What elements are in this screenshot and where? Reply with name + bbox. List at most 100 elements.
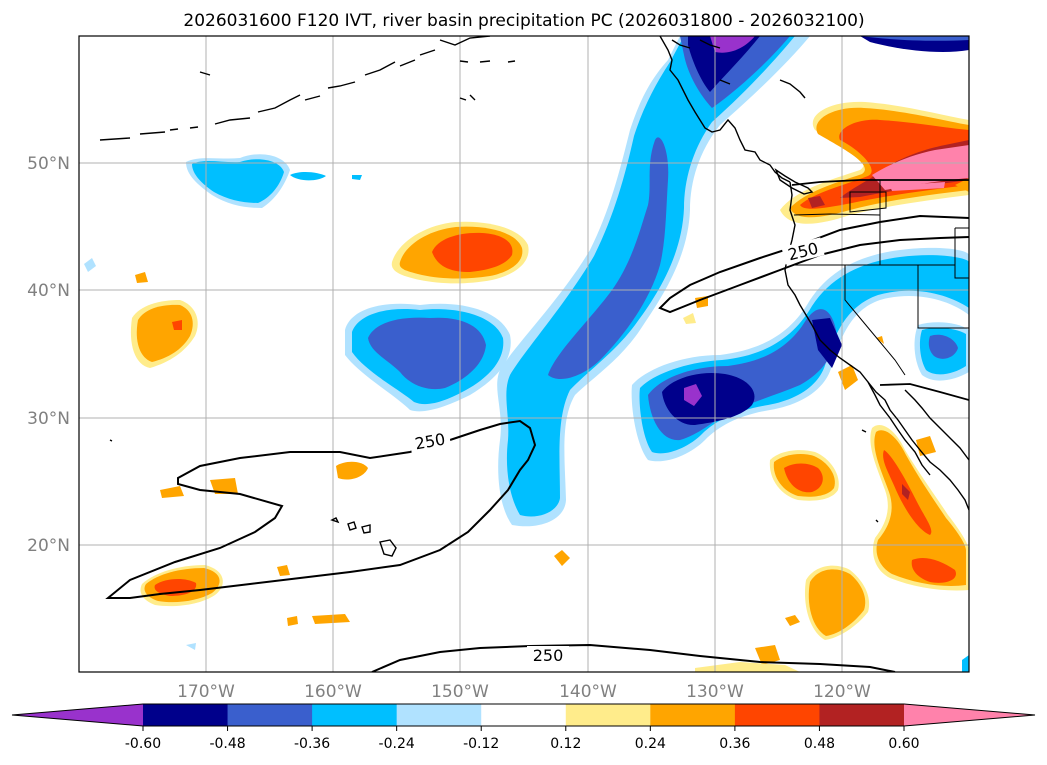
small-blue-3 <box>84 258 96 272</box>
lat-label-20n: 20°N <box>27 536 70 556</box>
east-blue-blob-navy <box>662 372 755 426</box>
colorbar-tick-label: 0.24 <box>635 736 666 752</box>
border-wa-or <box>793 213 881 216</box>
lat-label-30n: 30°N <box>27 409 70 429</box>
west-blue-blob-royal <box>368 317 486 390</box>
patch-5 <box>287 616 298 626</box>
lon-label-120w: 120°W <box>813 682 871 702</box>
colorbar-segment <box>734 704 820 726</box>
colorbar-segment <box>565 704 651 726</box>
colorbar-tick-label: 0.36 <box>719 736 750 752</box>
east-nevada-blue-royal <box>928 334 958 359</box>
lat-label-40n: 40°N <box>27 281 70 301</box>
blue-band-royal <box>548 137 669 380</box>
hawaiian-islands <box>330 517 397 557</box>
colorbar-tick-label: 0.12 <box>550 736 581 752</box>
border-idaho-box <box>849 191 887 213</box>
small-blue-2 <box>352 175 362 180</box>
patch-2 <box>210 478 238 494</box>
lon-label-160w: 160°W <box>304 682 362 702</box>
gridlines <box>79 36 969 672</box>
bottom-warm-yellow <box>695 662 800 672</box>
patch-8 <box>838 365 858 390</box>
colorbar-segment <box>227 704 313 726</box>
colorbar-tick-label: -0.36 <box>294 736 330 752</box>
colorbar-extend-max <box>904 704 1035 726</box>
aleutian-islands <box>99 49 436 141</box>
colorbar-tick-label: -0.48 <box>209 736 245 752</box>
south-warm-orange <box>808 569 866 636</box>
lon-label-140w: 140°W <box>559 682 617 702</box>
patch-6 <box>277 565 290 576</box>
vancouver-island <box>774 168 814 195</box>
ivt-contour-main <box>105 419 537 599</box>
ne-warm-sliver <box>955 178 969 192</box>
offshore-islands <box>109 429 879 523</box>
patch-10 <box>876 336 884 344</box>
colorbar: -0.60 -0.48 -0.36 -0.24 -0.12 0.12 0.24 0.36 0.4… <box>11 703 1036 752</box>
colorbar-segment <box>143 704 229 726</box>
colorbar-tick-label: -0.12 <box>463 736 499 752</box>
figure-title: 2026031600 F120 IVT, river basin precipi… <box>183 11 864 31</box>
state-borders <box>792 180 969 376</box>
colorbar-segment <box>481 704 567 726</box>
blue-band-top-purple <box>710 36 755 53</box>
colorbar-tick-label: 0.48 <box>804 736 835 752</box>
contour-label-bg-2 <box>781 237 825 265</box>
alaska-coast <box>439 36 791 183</box>
colorbar-extend-min <box>12 704 143 726</box>
baja-peninsula <box>867 381 969 476</box>
border-east-box <box>954 227 969 279</box>
lon-labels: 170°W 160°W 150°W 140°W 130°W 120°W <box>177 682 871 702</box>
small-blue-1 <box>290 172 326 181</box>
us-mexico-border <box>879 383 969 401</box>
blue-band-top-navy <box>688 36 760 92</box>
patch-4 <box>312 614 350 624</box>
contour-label-bg-3 <box>527 646 569 664</box>
lon-label-130w: 130°W <box>686 682 744 702</box>
colorbar-tick-label: -0.60 <box>125 736 161 752</box>
ivt-contour-northeast <box>658 214 969 314</box>
colorbar-segment <box>650 704 736 726</box>
lon-label-170w: 170°W <box>177 682 235 702</box>
patch-3 <box>336 461 368 480</box>
baja-warm-red-2 <box>911 558 956 583</box>
lon-label-150w: 150°W <box>431 682 489 702</box>
small-warm-1 <box>135 272 148 283</box>
bottom-right-blue <box>962 655 969 672</box>
warm-blob-north-red <box>432 232 513 272</box>
colorbar-tick-label: -0.24 <box>379 736 415 752</box>
small-warm-5 <box>755 645 780 665</box>
small-warm-4 <box>785 615 800 626</box>
top-right-royal <box>850 36 969 41</box>
contour-label-3: 250 <box>533 646 564 665</box>
ne-warm-pink-2 <box>890 182 945 191</box>
colorbar-segment <box>819 704 905 726</box>
colorbar-segment <box>312 704 398 726</box>
lat-label-50n: 50°N <box>27 154 70 174</box>
patch-7 <box>554 550 570 566</box>
ne-warm-pink <box>872 145 969 190</box>
colorbar-tick-label: 0.60 <box>888 736 919 752</box>
sw-blue-blob <box>186 643 196 650</box>
ivt-contour-south <box>371 643 896 672</box>
small-warm-2 <box>683 313 696 324</box>
baja-warm-firebrick <box>902 484 910 500</box>
map-frame <box>78 35 970 673</box>
colorbar-segment <box>396 704 482 726</box>
map-panel: 250 250 250 <box>79 36 969 672</box>
border-ca-nv <box>844 265 906 376</box>
lat-labels: 50°N 40°N 30°N 20°N <box>27 154 70 556</box>
warm-blob-west-red <box>172 320 182 330</box>
nw-blue-blob-sky <box>192 159 284 203</box>
east-blue-blob-purple <box>684 384 702 406</box>
patch-1 <box>160 486 184 498</box>
precip-shading <box>84 36 969 672</box>
warm-blob-west-orange <box>136 304 193 362</box>
contour-label-bg-1 <box>408 428 452 454</box>
california-navy <box>812 318 842 368</box>
north-islands <box>459 60 806 101</box>
mid-warm-red <box>784 463 823 493</box>
border-nv-ut <box>917 265 969 329</box>
ne-warm-firebrick-2 <box>808 196 825 208</box>
